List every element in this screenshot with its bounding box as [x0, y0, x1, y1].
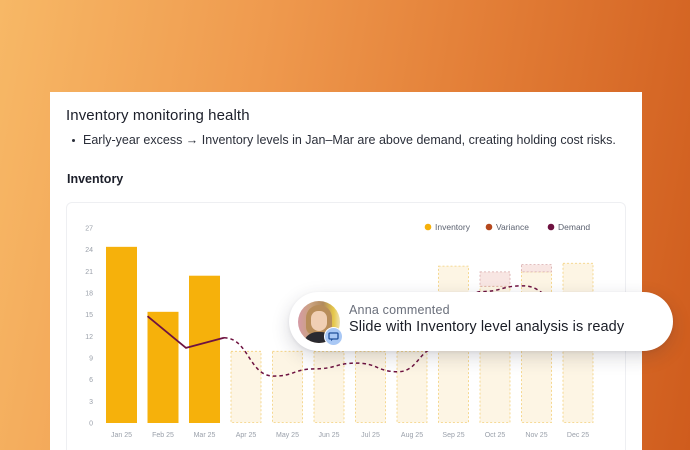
x-tick-label: Jun 25 [318, 432, 339, 439]
demand-line-actual [146, 315, 225, 349]
y-tick-label: 12 [85, 334, 93, 341]
inventory-forecast-bar[interactable] [230, 350, 262, 423]
card-title: Inventory monitoring health [66, 107, 250, 124]
insight-bullet: Early-year excess → Inventory levels in … [72, 133, 616, 147]
x-tick-label: Feb 25 [152, 432, 174, 439]
inventory-bar[interactable] [106, 246, 137, 423]
comment-icon [324, 327, 343, 346]
y-tick-label: 3 [89, 399, 93, 406]
x-tick-label: Jan 25 [111, 432, 132, 439]
x-tick-label: Oct 25 [485, 432, 506, 439]
variance-bar[interactable] [521, 264, 552, 273]
chart-section-title: Inventory [67, 172, 124, 186]
legend-label[interactable]: Inventory [435, 222, 471, 232]
inventory-forecast-bar[interactable] [355, 350, 386, 423]
inventory-forecast-bar[interactable] [272, 350, 303, 423]
y-tick-label: 27 [85, 226, 93, 233]
insight-card: Inventory monitoring health Early-year e… [50, 92, 642, 450]
demand-line-forecast [223, 285, 565, 377]
y-tick-label: 9 [89, 356, 93, 363]
x-tick-label: Aug 25 [401, 432, 423, 439]
x-tick-label: Jul 25 [361, 432, 380, 439]
y-tick-label: 0 [89, 421, 93, 428]
variance-bar[interactable] [479, 271, 511, 287]
x-tick-label: Nov 25 [525, 432, 547, 439]
legend-label[interactable]: Demand [558, 222, 590, 232]
notification-message: Slide with Inventory level analysis is r… [349, 319, 625, 335]
y-tick-label: 21 [85, 269, 93, 276]
x-tick-label: Apr 25 [236, 432, 257, 439]
bullet-dot-icon [72, 138, 75, 142]
y-tick-label: 24 [85, 247, 93, 254]
x-tick-label: Mar 25 [194, 432, 216, 439]
inventory-bar[interactable] [147, 311, 179, 423]
legend-swatch-icon [485, 223, 493, 231]
legend-swatch-icon [547, 223, 555, 231]
legend-label[interactable]: Variance [496, 222, 529, 232]
x-tick-label: Dec 25 [567, 432, 589, 439]
notification-author: Anna commented [349, 303, 450, 317]
inventory-bar[interactable] [189, 275, 220, 423]
y-tick-label: 6 [89, 377, 93, 384]
inventory-forecast-bar[interactable] [313, 350, 345, 423]
x-tick-label: Sep 25 [442, 432, 464, 439]
y-tick-label: 15 [85, 312, 93, 319]
bullet-text: Early-year excess → Inventory levels in … [83, 133, 616, 147]
y-tick-label: 18 [85, 291, 93, 298]
legend-swatch-icon [424, 223, 432, 231]
x-tick-label: May 25 [276, 432, 299, 439]
inventory-forecast-bar[interactable] [396, 350, 428, 423]
comment-notification[interactable]: Anna commented Slide with Inventory leve… [289, 292, 673, 351]
